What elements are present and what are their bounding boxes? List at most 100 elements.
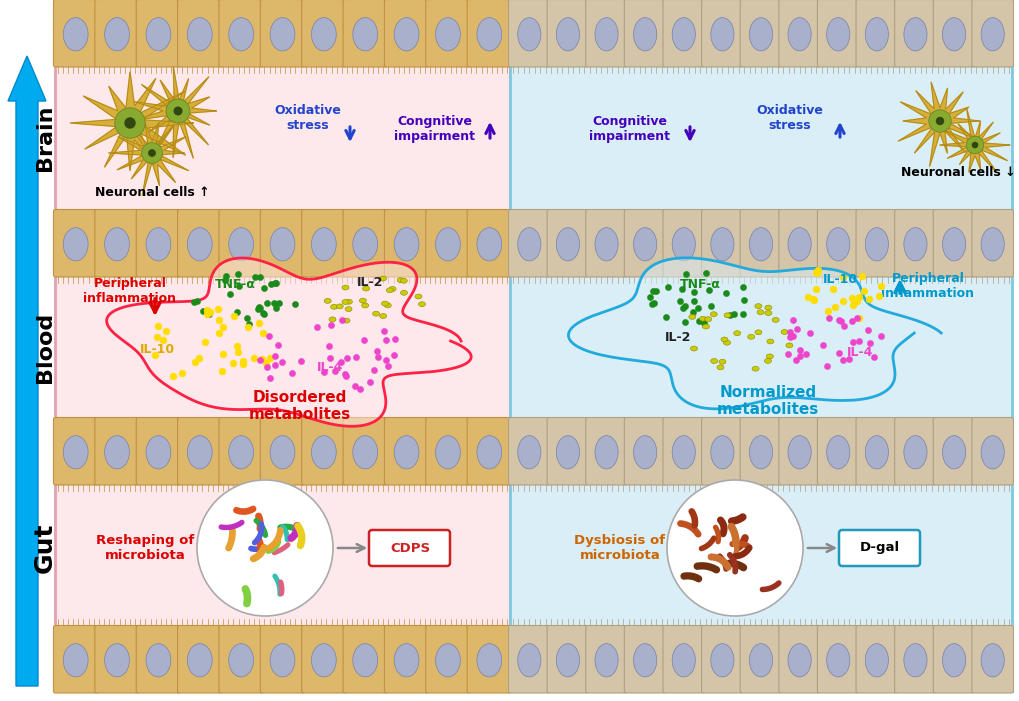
Polygon shape xyxy=(70,72,194,171)
Ellipse shape xyxy=(105,228,129,261)
FancyBboxPatch shape xyxy=(177,418,222,485)
Ellipse shape xyxy=(393,644,419,677)
FancyBboxPatch shape xyxy=(585,625,627,693)
FancyBboxPatch shape xyxy=(816,625,858,693)
Text: Normalized
metabolites: Normalized metabolites xyxy=(716,385,818,417)
FancyBboxPatch shape xyxy=(425,625,470,693)
FancyBboxPatch shape xyxy=(585,418,627,485)
FancyBboxPatch shape xyxy=(585,0,627,67)
Ellipse shape xyxy=(386,288,393,293)
Ellipse shape xyxy=(763,358,770,363)
Ellipse shape xyxy=(788,435,810,469)
FancyBboxPatch shape xyxy=(219,210,263,277)
Ellipse shape xyxy=(518,18,540,51)
FancyBboxPatch shape xyxy=(467,0,511,67)
FancyBboxPatch shape xyxy=(779,210,819,277)
Polygon shape xyxy=(938,109,1009,173)
Ellipse shape xyxy=(270,228,294,261)
Ellipse shape xyxy=(311,18,336,51)
FancyBboxPatch shape xyxy=(384,210,428,277)
Ellipse shape xyxy=(353,435,377,469)
FancyBboxPatch shape xyxy=(855,0,897,67)
Ellipse shape xyxy=(903,228,926,261)
FancyBboxPatch shape xyxy=(546,210,588,277)
Ellipse shape xyxy=(435,644,460,677)
Ellipse shape xyxy=(702,324,709,329)
Text: IL-2: IL-2 xyxy=(357,276,383,289)
Circle shape xyxy=(666,480,802,616)
Bar xyxy=(510,1,1011,691)
FancyBboxPatch shape xyxy=(53,625,98,693)
FancyBboxPatch shape xyxy=(53,0,98,67)
FancyBboxPatch shape xyxy=(508,210,549,277)
Ellipse shape xyxy=(477,435,501,469)
Ellipse shape xyxy=(400,290,407,295)
Ellipse shape xyxy=(555,435,579,469)
FancyBboxPatch shape xyxy=(894,0,935,67)
Ellipse shape xyxy=(353,18,377,51)
Ellipse shape xyxy=(396,278,404,283)
FancyBboxPatch shape xyxy=(701,210,743,277)
Ellipse shape xyxy=(555,18,579,51)
FancyBboxPatch shape xyxy=(219,418,263,485)
Ellipse shape xyxy=(477,228,501,261)
Polygon shape xyxy=(108,123,189,196)
Text: IL-4: IL-4 xyxy=(846,346,872,359)
FancyBboxPatch shape xyxy=(342,0,387,67)
Ellipse shape xyxy=(980,228,1004,261)
Ellipse shape xyxy=(633,228,656,261)
Ellipse shape xyxy=(864,435,888,469)
FancyBboxPatch shape xyxy=(95,418,139,485)
Ellipse shape xyxy=(329,317,335,322)
Text: Neuronal cells ↑: Neuronal cells ↑ xyxy=(95,186,209,200)
Ellipse shape xyxy=(594,18,618,51)
FancyBboxPatch shape xyxy=(425,418,470,485)
FancyBboxPatch shape xyxy=(467,210,511,277)
Ellipse shape xyxy=(980,644,1004,677)
FancyBboxPatch shape xyxy=(95,625,139,693)
Circle shape xyxy=(142,142,162,163)
Ellipse shape xyxy=(594,644,618,677)
Ellipse shape xyxy=(379,313,386,318)
FancyBboxPatch shape xyxy=(932,625,974,693)
Polygon shape xyxy=(133,67,216,158)
Ellipse shape xyxy=(388,287,395,292)
Ellipse shape xyxy=(633,644,656,677)
FancyBboxPatch shape xyxy=(369,530,449,566)
FancyBboxPatch shape xyxy=(662,0,704,67)
Ellipse shape xyxy=(518,228,540,261)
Ellipse shape xyxy=(788,18,810,51)
Ellipse shape xyxy=(722,340,730,345)
FancyBboxPatch shape xyxy=(137,0,180,67)
FancyBboxPatch shape xyxy=(701,625,743,693)
FancyBboxPatch shape xyxy=(624,418,665,485)
FancyBboxPatch shape xyxy=(260,418,305,485)
FancyBboxPatch shape xyxy=(894,210,935,277)
Text: Congnitive
impairment: Congnitive impairment xyxy=(589,115,669,143)
FancyBboxPatch shape xyxy=(740,625,781,693)
Ellipse shape xyxy=(688,315,695,320)
Ellipse shape xyxy=(690,346,697,351)
FancyBboxPatch shape xyxy=(425,210,470,277)
Ellipse shape xyxy=(594,435,618,469)
Ellipse shape xyxy=(980,18,1004,51)
FancyBboxPatch shape xyxy=(384,0,428,67)
Ellipse shape xyxy=(63,228,88,261)
Ellipse shape xyxy=(341,299,348,304)
Ellipse shape xyxy=(518,435,540,469)
Text: Blood: Blood xyxy=(35,311,55,383)
Ellipse shape xyxy=(903,435,926,469)
Ellipse shape xyxy=(270,435,294,469)
Text: Congnitive
impairment: Congnitive impairment xyxy=(394,115,475,143)
Ellipse shape xyxy=(765,354,772,359)
Ellipse shape xyxy=(864,228,888,261)
Ellipse shape xyxy=(353,228,377,261)
Text: Dysbiosis of
microbiota: Dysbiosis of microbiota xyxy=(574,534,665,562)
Ellipse shape xyxy=(105,435,129,469)
Ellipse shape xyxy=(756,310,763,315)
FancyBboxPatch shape xyxy=(260,210,305,277)
Ellipse shape xyxy=(63,644,88,677)
Ellipse shape xyxy=(341,285,348,290)
Ellipse shape xyxy=(435,435,460,469)
Ellipse shape xyxy=(704,317,711,322)
